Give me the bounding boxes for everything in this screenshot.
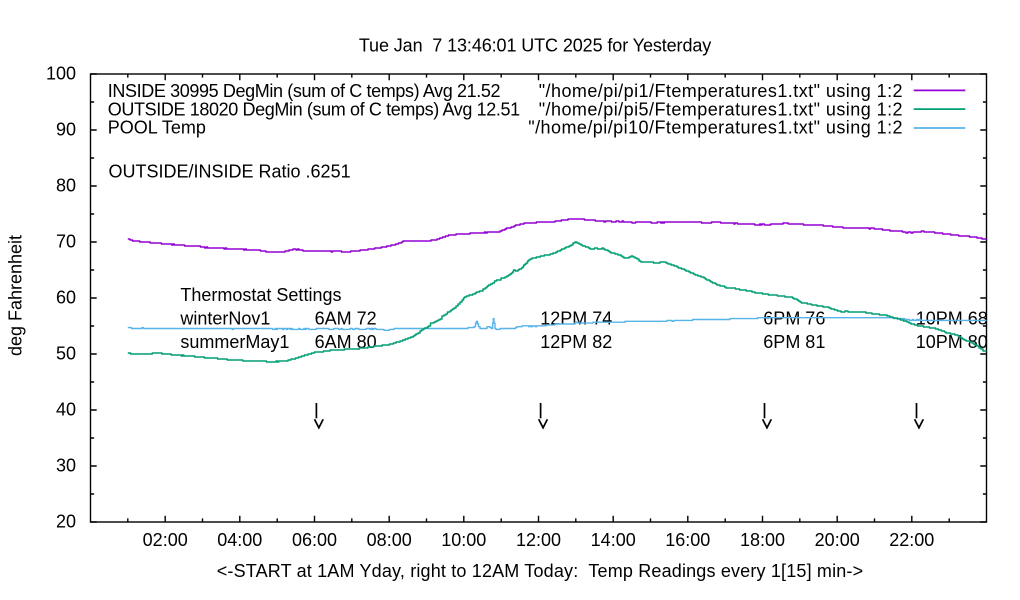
svg-text:POOL Temp: POOL Temp	[108, 118, 206, 138]
svg-text:70: 70	[56, 232, 76, 252]
svg-text:22:00: 22:00	[889, 530, 934, 550]
svg-text:16:00: 16:00	[665, 530, 710, 550]
svg-text:12:00: 12:00	[516, 530, 561, 550]
svg-text:OUTSIDE 18020 DegMin (sum of C: OUTSIDE 18020 DegMin (sum of C temps) Av…	[108, 99, 520, 119]
svg-text:04:00: 04:00	[217, 530, 262, 550]
svg-text:6PM 76: 6PM 76	[763, 309, 825, 329]
svg-text:deg Fahrenheit: deg Fahrenheit	[6, 235, 26, 356]
svg-text:60: 60	[56, 288, 76, 308]
svg-text:50: 50	[56, 344, 76, 364]
svg-text:80: 80	[56, 176, 76, 196]
svg-text:6AM 72: 6AM 72	[315, 309, 377, 329]
svg-text:10PM 68: 10PM 68	[916, 309, 988, 329]
svg-text:02:00: 02:00	[143, 530, 188, 550]
svg-text:Thermostat Settings: Thermostat Settings	[180, 285, 341, 305]
svg-text:"/home/pi/pi10/Ftemperatures1.: "/home/pi/pi10/Ftemperatures1.txt" using…	[528, 118, 903, 138]
svg-text:10PM 80: 10PM 80	[916, 332, 988, 352]
svg-text:06:00: 06:00	[292, 530, 337, 550]
svg-text:"/home/pi/pi1/Ftemperatures1.t: "/home/pi/pi1/Ftemperatures1.txt" using …	[539, 81, 903, 101]
svg-text:18:00: 18:00	[740, 530, 785, 550]
svg-text:08:00: 08:00	[367, 530, 412, 550]
svg-text:Tue Jan 7 13:46:01 UTC 2025 f: Tue Jan 7 13:46:01 UTC 2025 for Yesterda…	[359, 35, 711, 55]
svg-text:10:00: 10:00	[441, 530, 486, 550]
svg-text:OUTSIDE/INSIDE Ratio .6251: OUTSIDE/INSIDE Ratio .6251	[109, 161, 351, 181]
svg-text:30: 30	[56, 456, 76, 476]
svg-text:"/home/pi/pi5/Ftemperatures1.t: "/home/pi/pi5/Ftemperatures1.txt" using …	[539, 99, 903, 119]
svg-text:summerMay1: summerMay1	[180, 332, 289, 352]
svg-text:<-START at 1AM Yday, right to: <-START at 1AM Yday, right to 12AM Today…	[217, 561, 864, 581]
svg-text:14:00: 14:00	[591, 530, 636, 550]
svg-text:90: 90	[56, 120, 76, 140]
svg-text:100: 100	[46, 64, 76, 84]
svg-text:6AM 80: 6AM 80	[315, 332, 377, 352]
svg-text:20: 20	[56, 512, 76, 532]
svg-text:20:00: 20:00	[815, 530, 860, 550]
svg-text:12PM 82: 12PM 82	[540, 332, 612, 352]
svg-text:winterNov1: winterNov1	[179, 309, 270, 329]
svg-text:40: 40	[56, 400, 76, 420]
svg-text:6PM 81: 6PM 81	[763, 332, 825, 352]
svg-text:INSIDE 30995 DegMin (sum of C: INSIDE 30995 DegMin (sum of C temps) Avg…	[108, 81, 501, 101]
